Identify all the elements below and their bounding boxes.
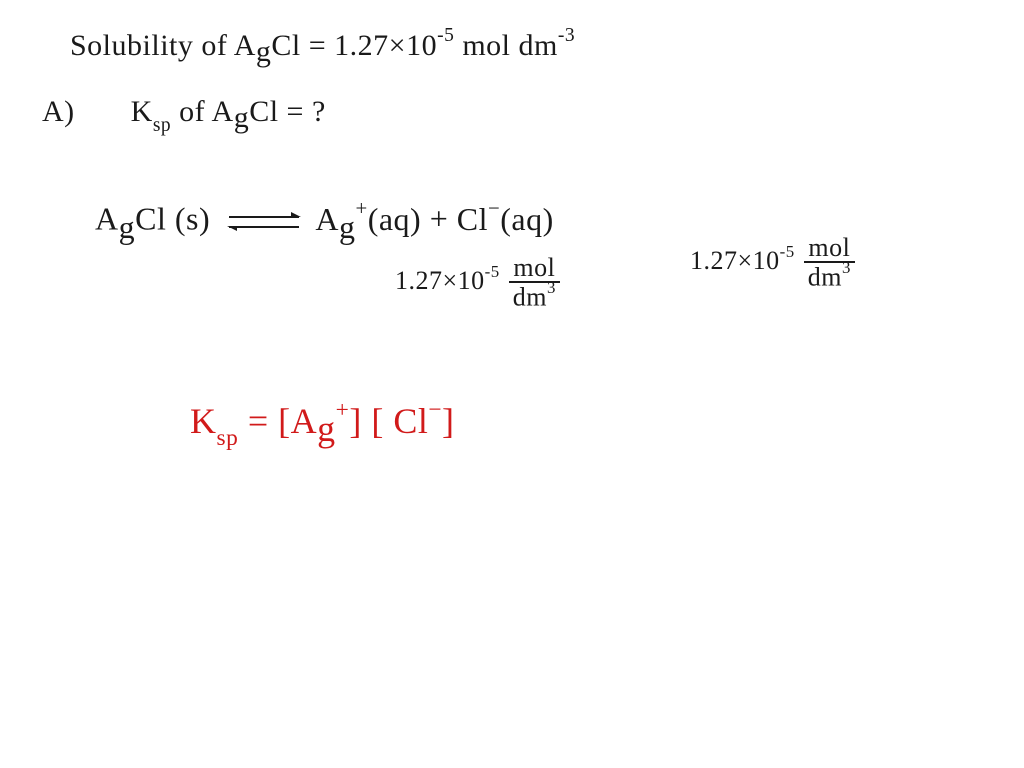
letter-g: g: [234, 101, 250, 134]
value: 1.27×10: [690, 246, 780, 275]
exp: -5: [485, 262, 500, 281]
unit-dm-exp: 3: [547, 278, 556, 297]
value: 1.27×10: [334, 29, 437, 62]
rhs-cl-minus: Cl−(aq): [457, 201, 554, 237]
equals: =: [309, 29, 334, 62]
frac-den: dm3: [509, 283, 560, 311]
charge-plus: +: [355, 197, 367, 220]
letter-A: A: [234, 29, 256, 62]
lhs-agcl-s: AgCl (s): [95, 201, 219, 245]
value: 1.27×10: [395, 266, 485, 295]
letter-A: A: [291, 401, 318, 441]
unit-dm-exp: 3: [842, 258, 851, 277]
compound-agcl: AgCl: [212, 95, 287, 134]
letter-K: K: [190, 401, 217, 441]
letter-g: g: [339, 209, 356, 245]
unit-dm: dm: [808, 263, 842, 292]
charge-minus: −: [488, 197, 500, 220]
text: Solubility of: [70, 29, 234, 62]
letter-A: A: [315, 201, 339, 237]
handwritten-page: Solubility of AgCl = 1.27×10-5 mol dm-3 …: [0, 0, 1024, 768]
charge-minus: −: [428, 397, 442, 423]
letter-g: g: [256, 35, 272, 68]
letter-A: A: [95, 201, 119, 237]
letter-g: g: [317, 409, 336, 449]
letter-K: K: [131, 95, 153, 128]
subscript-sp: sp: [217, 425, 239, 451]
eq-question: = ?: [287, 95, 326, 128]
charge-plus: +: [336, 397, 350, 423]
line-equation: AgCl (s) Ag+(aq) + Cl−(aq): [95, 200, 554, 238]
conc-cl: 1.27×10-5 mol dm3: [690, 235, 857, 291]
letter-Cl: Cl: [249, 95, 278, 128]
equals: =: [248, 401, 278, 441]
frac-den: dm3: [804, 263, 855, 291]
letter-Cl: Cl: [271, 29, 300, 62]
unit-dm: dm: [513, 283, 547, 312]
conc-ag: 1.27×10-5 mol dm3: [395, 255, 562, 311]
letter-A: A: [212, 95, 234, 128]
line-question: A) Ksp of AgCl = ?: [42, 95, 326, 134]
compound-agcl: AgCl: [234, 29, 309, 68]
state-aq: (aq): [500, 201, 554, 237]
bracket-close: ]: [442, 401, 455, 441]
bracket-open: [: [371, 401, 393, 441]
exp: -5: [780, 242, 795, 261]
state-aq: (aq): [368, 201, 422, 237]
equilibrium-arrows-icon: [229, 210, 299, 234]
subscript-sp: sp: [153, 115, 171, 136]
plus: +: [430, 201, 457, 237]
unit-moldm: mol dm: [462, 29, 558, 62]
unit-fraction: mol dm3: [509, 255, 560, 311]
bracket-open: [: [278, 401, 291, 441]
letter-g: g: [119, 209, 136, 245]
letter-Cl: Cl: [393, 401, 428, 441]
line-solubility: Solubility of AgCl = 1.27×10-5 mol dm-3: [70, 28, 575, 63]
unit-fraction: mol dm3: [804, 235, 855, 291]
rhs-ag-plus: Ag+(aq): [315, 201, 429, 237]
part-label: A): [42, 95, 75, 128]
exp: -5: [437, 25, 454, 46]
ksp-symbol: Ksp: [131, 95, 180, 128]
letter-Cl: Cl: [457, 201, 488, 237]
line-ksp-expression: Ksp = [Ag+] [ Cl−]: [190, 400, 455, 448]
letter-Cl-s: Cl (s): [135, 201, 210, 237]
unit-exp: -3: [558, 25, 575, 46]
text-of: of: [179, 95, 211, 128]
bracket-close: ]: [349, 401, 362, 441]
